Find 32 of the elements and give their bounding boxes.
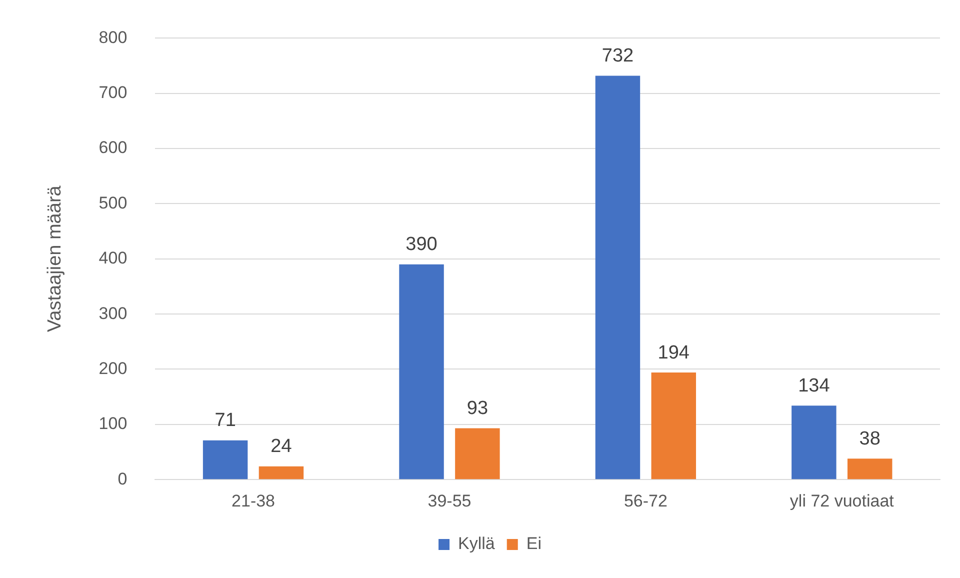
data-label: 732 [602, 45, 634, 66]
legend-label: Ei [526, 534, 542, 554]
bar [258, 466, 304, 480]
x-tick-label: yli 72 vuotiaat [790, 491, 894, 510]
bar [202, 440, 248, 480]
bar [399, 264, 444, 480]
bar [847, 458, 892, 480]
y-tick-label: 100 [98, 414, 128, 434]
data-label: 24 [270, 436, 292, 458]
legend-label: Kyllä [458, 534, 496, 554]
x-tick-label: 39-55 [428, 491, 472, 510]
bar [651, 372, 696, 480]
data-label: 71 [214, 410, 236, 432]
bar [595, 76, 640, 480]
y-tick-label: 0 [118, 469, 128, 488]
y-axis-title: Vastaajien määrä [44, 185, 66, 332]
data-label: 134 [798, 375, 830, 396]
data-label: 390 [406, 234, 438, 256]
y-tick-label: 500 [98, 193, 128, 212]
y-tick-label: 200 [98, 358, 128, 378]
bar [792, 406, 836, 480]
y-tick-label: 400 [98, 248, 128, 268]
y-tick-label: 300 [98, 304, 128, 323]
y-tick-label: 700 [98, 83, 128, 102]
data-label: 38 [859, 428, 880, 450]
y-tick-label: 800 [98, 28, 128, 47]
x-tick-label: 21-38 [232, 491, 276, 510]
data-label: 93 [466, 398, 488, 420]
data-label: 194 [658, 342, 690, 364]
bar [455, 428, 500, 480]
y-tick-label: 600 [98, 138, 128, 158]
x-tick-label: 56-72 [624, 491, 668, 510]
